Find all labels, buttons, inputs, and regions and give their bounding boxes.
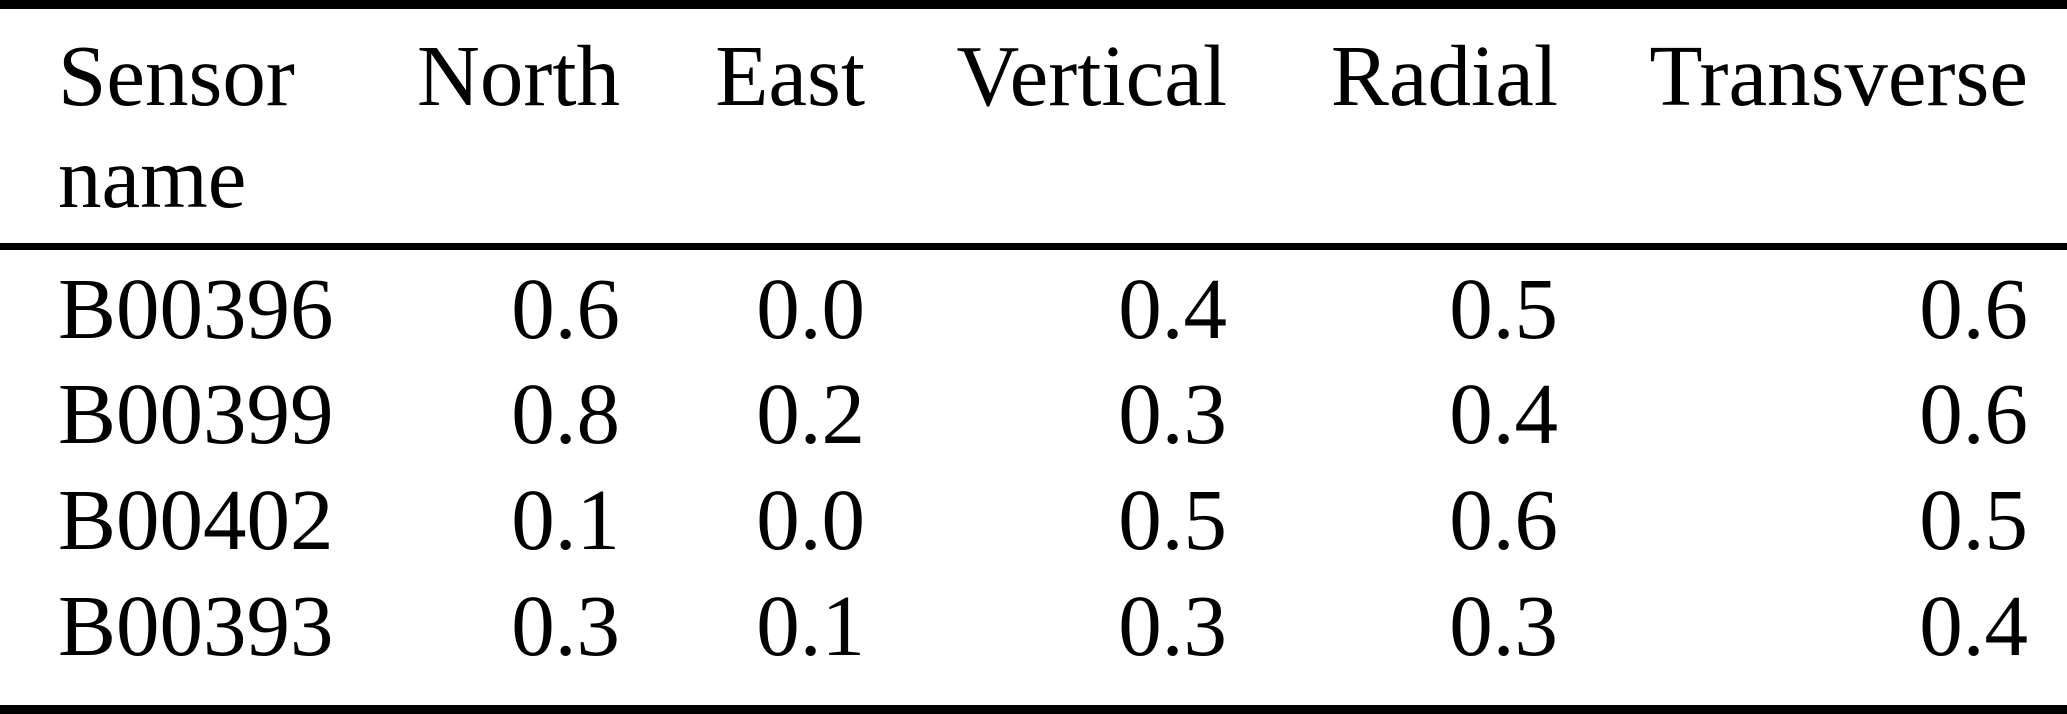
cell-east: 0.0 [756,470,865,568]
cell-north: 0.1 [511,470,620,568]
cell-vertical: 0.3 [1118,365,1227,463]
cell-transverse: 0.5 [1919,470,2028,568]
table-header-row: Sensor name North East Vertical Radial T… [0,5,2067,247]
cell-radial: 0.6 [1449,470,1558,568]
cell-sensor-name: B00402 [58,470,334,568]
cell-transverse: 0.6 [1919,365,2028,463]
cell-east: 0.2 [756,365,865,463]
cell-sensor-name: B00399 [58,365,334,463]
cell-east: 0.1 [756,576,865,674]
table-row: B00393 0.3 0.1 0.3 0.3 0.4 [0,573,2067,710]
cell-radial: 0.5 [1449,259,1558,357]
column-header-vertical: Vertical [956,27,1227,124]
cell-radial: 0.3 [1449,576,1558,674]
table-header: Sensor name North East Vertical Radial T… [0,5,2067,247]
cell-sensor-name: B00393 [58,576,334,674]
cell-north: 0.8 [511,365,620,463]
cell-transverse: 0.4 [1919,576,2028,674]
cell-vertical: 0.4 [1118,259,1227,357]
column-header-sensor-name: Sensor name [58,27,295,226]
cell-north: 0.6 [511,259,620,357]
column-header-transverse: Transverse [1649,27,2028,124]
cell-vertical: 0.5 [1118,470,1227,568]
cell-radial: 0.4 [1449,365,1558,463]
table-body: B00396 0.6 0.0 0.4 0.5 0.6 B00399 0.8 0.… [0,247,2067,710]
cell-north: 0.3 [511,576,620,674]
cell-sensor-name: B00396 [58,259,334,357]
column-header-east: East [715,27,865,124]
column-header-radial: Radial [1330,27,1558,124]
cell-transverse: 0.6 [1919,259,2028,357]
table-row: B00402 0.1 0.0 0.5 0.6 0.5 [0,467,2067,572]
table-row: B00396 0.6 0.0 0.4 0.5 0.6 [0,247,2067,362]
table-row: B00399 0.8 0.2 0.3 0.4 0.6 [0,362,2067,467]
cell-east: 0.0 [756,259,865,357]
column-header-north: North [417,27,620,124]
cell-vertical: 0.3 [1118,576,1227,674]
